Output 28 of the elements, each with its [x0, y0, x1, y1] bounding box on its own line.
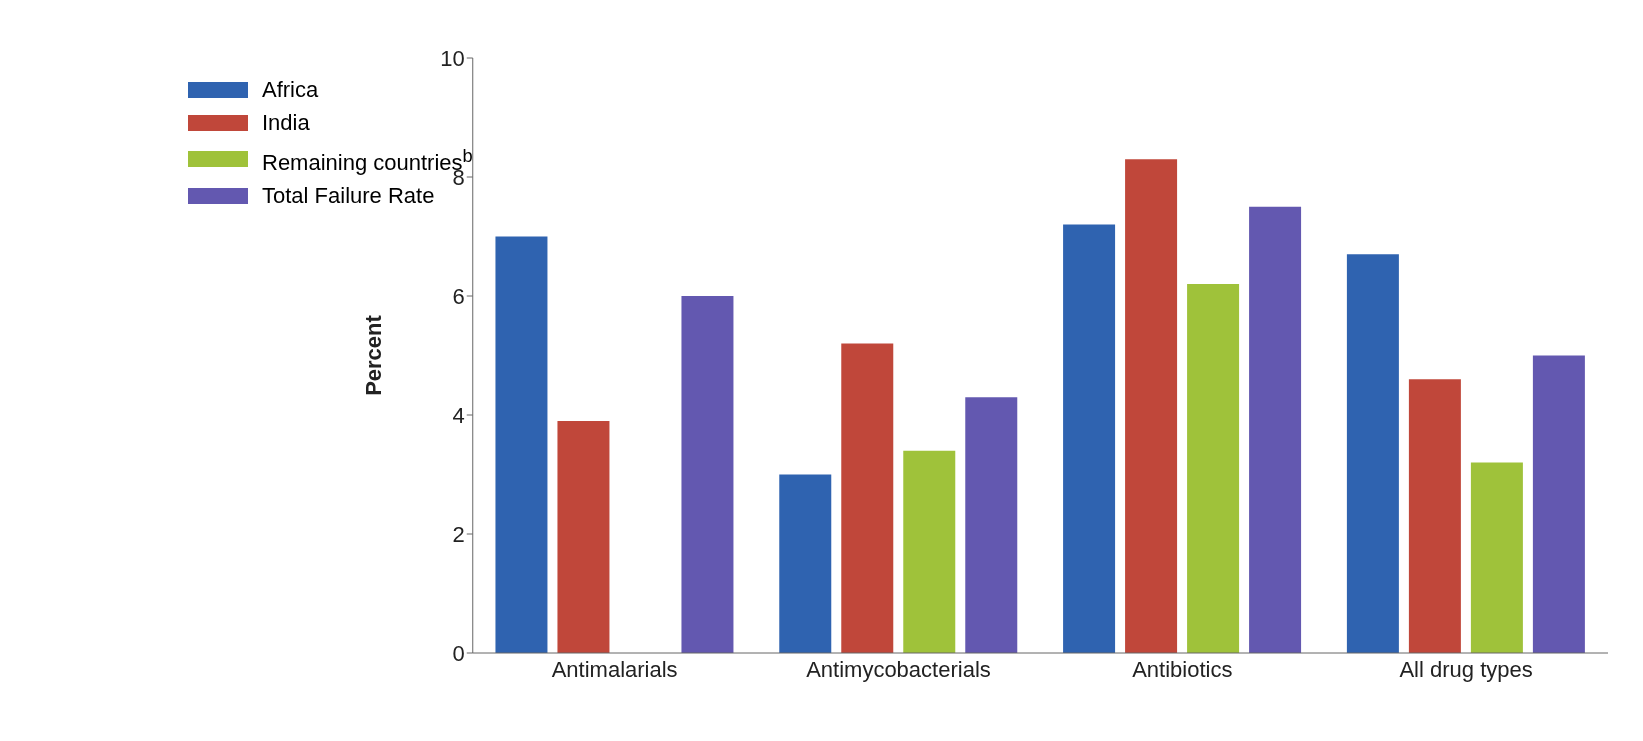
y-tick-label: 10 — [440, 45, 465, 71]
legend-label: India — [262, 109, 310, 137]
y-axis-title: Percent — [360, 314, 386, 396]
bar — [495, 236, 548, 653]
x-tick-label: All drug types — [1399, 656, 1533, 682]
x-tick-label: Antimalarials — [551, 656, 678, 682]
bar — [557, 420, 610, 653]
bar — [965, 397, 1018, 653]
bar — [1249, 206, 1302, 653]
y-tick-label: 0 — [452, 640, 465, 666]
bar — [841, 343, 894, 653]
y-tick-label: 2 — [452, 521, 465, 547]
bar — [1532, 355, 1585, 653]
bar — [1346, 254, 1399, 653]
legend-label: Africa — [262, 76, 319, 104]
bar — [1187, 284, 1240, 653]
y-tick-label: 4 — [452, 402, 465, 428]
legend-label: Total Failure Rate — [262, 182, 435, 211]
x-tick-label: Antimycobacterials — [806, 656, 991, 682]
bar — [1125, 159, 1178, 653]
y-tick-label: 6 — [452, 283, 465, 309]
bar — [1063, 224, 1116, 653]
bar — [1408, 379, 1461, 653]
bar — [681, 296, 734, 653]
bar — [903, 450, 956, 653]
bar — [1470, 462, 1523, 653]
x-tick-label: Antibiotics — [1132, 656, 1233, 682]
bar — [779, 474, 832, 653]
